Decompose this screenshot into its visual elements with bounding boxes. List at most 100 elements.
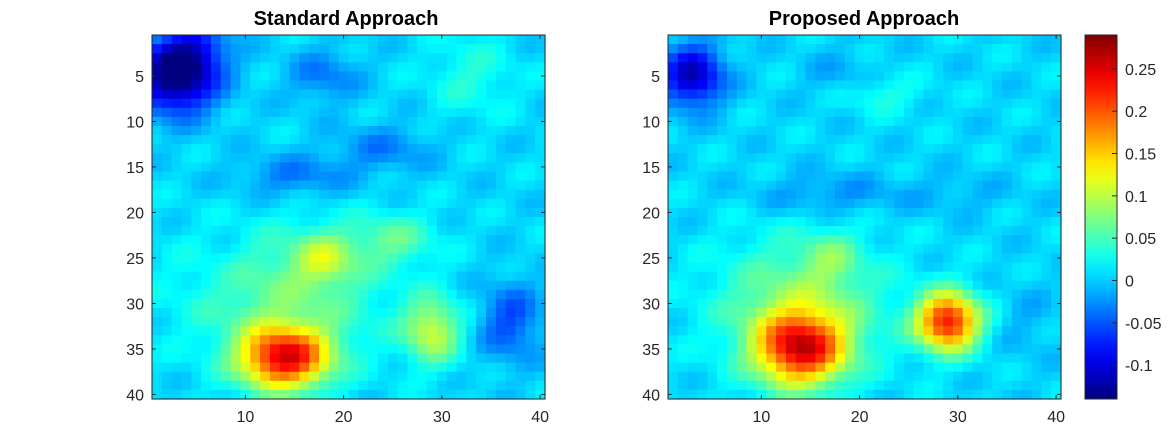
heatmap-cell: [319, 107, 330, 118]
heatmap-cell: [191, 289, 202, 300]
heatmap-cell: [992, 353, 1003, 364]
heatmap-cell: [319, 389, 330, 400]
heatmap-cell: [1051, 389, 1062, 400]
heatmap-cell: [328, 262, 340, 273]
heatmap-cell: [230, 371, 242, 382]
heatmap-cell: [358, 80, 369, 91]
heatmap-cell: [776, 335, 787, 345]
heatmap-cell: [427, 62, 438, 72]
heatmap-cell: [348, 135, 359, 145]
heatmap-cell: [854, 271, 866, 282]
heatmap-cell: [825, 80, 836, 91]
y-tick-label: 35: [642, 342, 660, 359]
heatmap-cell: [191, 171, 202, 182]
heatmap-cell: [962, 244, 974, 254]
heatmap-cell: [785, 289, 797, 300]
heatmap-cell: [338, 353, 350, 364]
heatmap-cell: [161, 289, 173, 300]
heatmap-cell: [726, 244, 738, 254]
heatmap-cell: [525, 253, 536, 264]
heatmap-cell: [201, 135, 212, 145]
heatmap-cell: [279, 335, 291, 345]
heatmap-cell: [417, 80, 428, 91]
heatmap-cell: [220, 389, 232, 400]
heatmap-cell: [746, 271, 758, 282]
heatmap-cell: [785, 98, 797, 109]
heatmap-cell: [309, 98, 320, 109]
heatmap-cell: [201, 235, 212, 245]
heatmap-cell: [844, 207, 856, 218]
heatmap-cell: [746, 162, 758, 173]
heatmap-cell: [505, 362, 517, 373]
heatmap-cell: [884, 380, 895, 391]
heatmap-cell: [427, 317, 438, 327]
heatmap-cell: [328, 198, 340, 209]
heatmap-cell: [466, 262, 477, 273]
heatmap-cell: [220, 135, 232, 145]
heatmap-cell: [677, 189, 689, 200]
heatmap-cell: [486, 107, 497, 118]
heatmap-cell: [476, 80, 487, 91]
heatmap-cell: [736, 308, 748, 318]
heatmap-cell: [240, 98, 251, 109]
heatmap-cell: [923, 98, 934, 109]
heatmap-cell: [776, 135, 787, 145]
heatmap-cell: [795, 344, 807, 355]
heatmap-cell: [884, 371, 895, 382]
heatmap-cell: [525, 217, 536, 227]
heatmap-cell: [171, 326, 183, 336]
heatmap-cell: [952, 317, 964, 327]
heatmap-cell: [717, 380, 728, 391]
heatmap-cell: [952, 162, 964, 173]
heatmap-cell: [407, 280, 418, 291]
heatmap-cell: [161, 35, 173, 45]
heatmap-cell: [240, 162, 251, 173]
heatmap-cell: [697, 180, 708, 191]
heatmap-cell: [677, 144, 689, 154]
heatmap-cell: [338, 253, 350, 264]
heatmap-cell: [387, 171, 399, 182]
heatmap-cell: [785, 44, 797, 54]
heatmap-cell: [1002, 207, 1013, 218]
heatmap-cell: [338, 80, 350, 91]
heatmap-cell: [668, 380, 679, 391]
heatmap-cell: [903, 298, 915, 309]
heatmap-cell: [1031, 362, 1042, 373]
heatmap-cell: [943, 116, 954, 127]
heatmap-cell: [835, 153, 846, 163]
heatmap-cell: [874, 198, 885, 209]
heatmap-cell: [250, 226, 261, 236]
heatmap-cell: [884, 44, 895, 54]
heatmap-cell: [220, 98, 232, 109]
heatmap-cell: [815, 135, 826, 145]
heatmap-cell: [668, 280, 679, 291]
y-tick-label: 15: [126, 160, 144, 177]
heatmap-cell: [319, 271, 330, 282]
heatmap-cell: [687, 126, 699, 136]
heatmap-cell: [161, 207, 173, 218]
heatmap-cell: [250, 80, 261, 91]
heatmap-cell: [535, 317, 546, 327]
heatmap-cell: [795, 53, 807, 63]
heatmap-cell: [677, 162, 689, 173]
heatmap-cell: [1002, 53, 1013, 63]
heatmap-cell: [338, 180, 350, 191]
heatmap-cell: [515, 235, 526, 245]
heatmap-cell: [1031, 171, 1042, 182]
heatmap-cell: [161, 262, 173, 273]
heatmap-cell: [726, 62, 738, 72]
heatmap-cell: [279, 62, 291, 72]
heatmap-cell: [913, 298, 925, 309]
heatmap-cell: [476, 116, 487, 127]
heatmap-cell: [230, 326, 242, 336]
heatmap-cell: [697, 344, 708, 355]
heatmap-cell: [923, 53, 934, 63]
heatmap-cell: [913, 135, 925, 145]
heatmap-cell: [972, 44, 983, 54]
heatmap-cell: [535, 253, 546, 264]
heatmap-cell: [181, 353, 192, 364]
heatmap-cell: [515, 289, 526, 300]
heatmap-cell: [161, 44, 173, 54]
heatmap-cell: [495, 189, 507, 200]
heatmap-cell: [535, 53, 546, 63]
